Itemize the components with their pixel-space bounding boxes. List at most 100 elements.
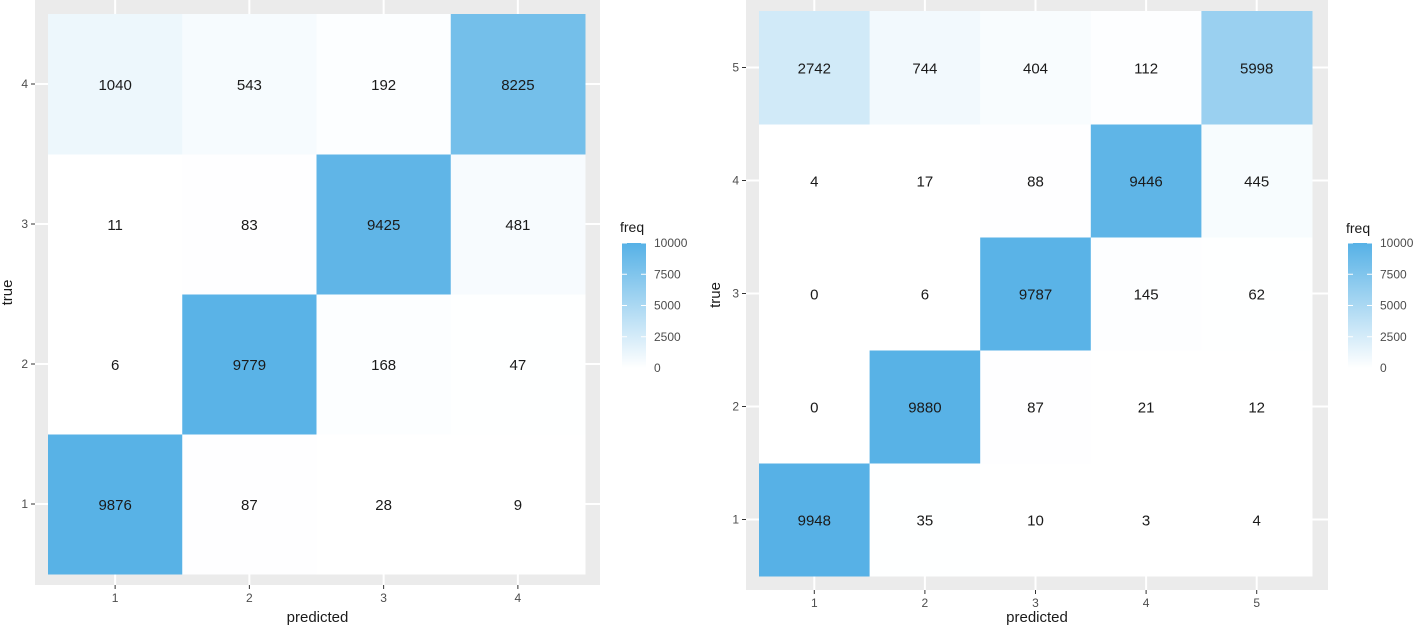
cell-value-label: 1040: [98, 77, 131, 94]
heatmap-cell: [48, 154, 183, 295]
confusion-matrix-left: 9876 87 28 9 6 9779 168 47 1 1 83 9425 481 1040 543 192…: [0, 0, 688, 626]
cell-value-label: 47: [510, 357, 527, 374]
heatmap-cell: [980, 237, 1092, 351]
cell-value-label: 87: [241, 497, 258, 514]
heatmap-cell: [182, 434, 317, 575]
cell-value-label: 744: [912, 61, 937, 78]
cell-value-label: 2742: [798, 61, 831, 78]
cell-value-label: 88: [1027, 174, 1044, 191]
heatmap-cell: [759, 463, 871, 577]
heatmap-cell: [450, 14, 586, 155]
cell-value-label: 9779: [233, 357, 266, 374]
heatmap-cell: [1201, 124, 1313, 238]
cell-value-label: 5998: [1240, 61, 1273, 78]
x-tick-label: 4: [515, 591, 522, 605]
heatmap-cell: [450, 294, 586, 435]
heatmap-cell: [869, 463, 981, 577]
cell-value-label: 87: [1027, 400, 1044, 417]
y-tick-label: 1: [21, 497, 28, 511]
cell-value-label: 6: [921, 287, 929, 304]
cell-value-label: 21: [1138, 400, 1155, 417]
cell-value-label: 404: [1023, 61, 1048, 78]
legend-tick-label: 0: [1380, 361, 1387, 375]
heatmap-cell: [759, 237, 871, 351]
cell-value-label: 145: [1134, 287, 1159, 304]
cell-value-label: 192: [371, 77, 396, 94]
cell-value-label: 3: [1142, 513, 1150, 530]
heatmap-cell: [182, 294, 317, 435]
heatmap-cell: [450, 154, 586, 295]
x-tick-label: 3: [1032, 596, 1039, 610]
cell-value-label: 9880: [908, 400, 941, 417]
cell-value-label: 28: [375, 497, 392, 514]
x-tick-label: 1: [811, 596, 818, 610]
y-tick-label: 4: [21, 77, 28, 91]
heatmap-cell: [316, 14, 452, 155]
heatmap-cell: [450, 434, 586, 575]
heatmap-cell: [869, 124, 981, 238]
cell-value-label: 8225: [501, 77, 534, 94]
x-tick-label: 4: [1143, 596, 1150, 610]
x-tick-label: 1: [112, 591, 119, 605]
heatmap-cell: [1090, 237, 1202, 351]
cell-value-label: 481: [505, 217, 530, 234]
heatmap-cell: [980, 124, 1092, 238]
cell-value-label: 4: [1253, 513, 1261, 530]
heatmap-cell: [316, 294, 452, 435]
legend-title: freq: [1346, 220, 1370, 236]
y-tick-label: 5: [732, 61, 739, 75]
cell-value-label: 445: [1244, 174, 1269, 191]
legend-tick-label: 2500: [654, 330, 681, 344]
cell-value-label: 9787: [1019, 287, 1052, 304]
cell-value-label: 543: [237, 77, 262, 94]
legend-tick-label: 2500: [1380, 330, 1407, 344]
heatmap-cell: [980, 463, 1092, 577]
heatmap-cell: [869, 237, 981, 351]
cell-value-label: 168: [371, 357, 396, 374]
heatmap-cell: [1090, 11, 1202, 125]
cell-value-label: 17: [917, 174, 934, 191]
cell-value-label: 83: [241, 217, 258, 234]
x-axis-title: predicted: [1006, 609, 1068, 626]
cell-value-label: 9446: [1129, 174, 1162, 191]
cell-value-label: 9876: [98, 497, 131, 514]
heatmap-cell: [316, 154, 452, 295]
x-tick-label: 2: [922, 596, 929, 610]
x-tick-label: 5: [1253, 596, 1260, 610]
heatmap-cell: [1201, 350, 1313, 464]
y-tick-label: 3: [21, 217, 28, 231]
confusion-matrix-right: 9948 35 10 3 40 9880 87 21 120 6 9787 145 624 17 88 944…: [708, 0, 1414, 626]
heatmap-cell: [48, 434, 183, 575]
cell-value-label: 9: [514, 497, 522, 514]
cell-value-label: 0: [810, 287, 818, 304]
y-tick-label: 2: [21, 357, 28, 371]
legend-tick-label: 7500: [654, 267, 681, 281]
heatmap-cell: [1201, 463, 1313, 577]
x-tick-label: 2: [246, 591, 253, 605]
heatmap-cell: [980, 11, 1092, 125]
cell-value-label: 9948: [798, 513, 831, 530]
cell-value-label: 4: [810, 174, 818, 191]
cell-value-label: 9425: [367, 217, 400, 234]
heatmap-cell: [1201, 11, 1313, 125]
cell-value-label: 62: [1248, 287, 1265, 304]
y-tick-label: 1: [732, 513, 739, 527]
legend-tick-label: 0: [654, 361, 661, 375]
legend-tick-label: 7500: [1380, 267, 1407, 281]
y-axis-title: true: [708, 282, 724, 308]
cell-value-label: 12: [1248, 400, 1265, 417]
heatmap-cell: [1201, 237, 1313, 351]
heatmap-cell: [759, 350, 871, 464]
cell-value-label: 6: [111, 357, 119, 374]
heatmap-cell: [316, 434, 452, 575]
heatmap-cell: [980, 350, 1092, 464]
heatmap-cell: [48, 294, 183, 435]
heatmap-cell: [182, 14, 317, 155]
legend-title: freq: [620, 219, 644, 235]
cell-value-label: 0: [810, 400, 818, 417]
legend-tick-label: 10000: [654, 236, 688, 250]
cell-value-label: 112: [1134, 61, 1158, 78]
y-tick-label: 3: [732, 287, 739, 301]
heatmap-cell: [759, 11, 871, 125]
x-tick-label: 3: [380, 591, 387, 605]
